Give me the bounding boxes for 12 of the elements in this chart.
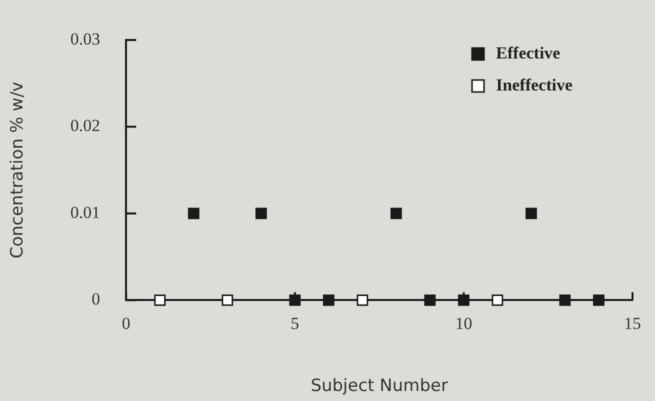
x-tick-label: 0 [122, 314, 130, 333]
y-tick-label: 0.03 [70, 29, 100, 48]
x-tick-label: 15 [624, 314, 641, 333]
y-axis-title: Concentration % w/v [8, 82, 28, 259]
y-tick-label: 0 [92, 290, 100, 309]
legend-label: Ineffective [496, 75, 573, 94]
y-tick-label: 0.02 [70, 116, 100, 136]
x-tick-label: 10 [455, 314, 472, 333]
x-axis-title: Subject Number [310, 376, 448, 396]
x-tick-label: 5 [290, 314, 300, 333]
y-tick-label: 0.01 [70, 202, 100, 222]
legend-label: Effective [496, 43, 561, 62]
